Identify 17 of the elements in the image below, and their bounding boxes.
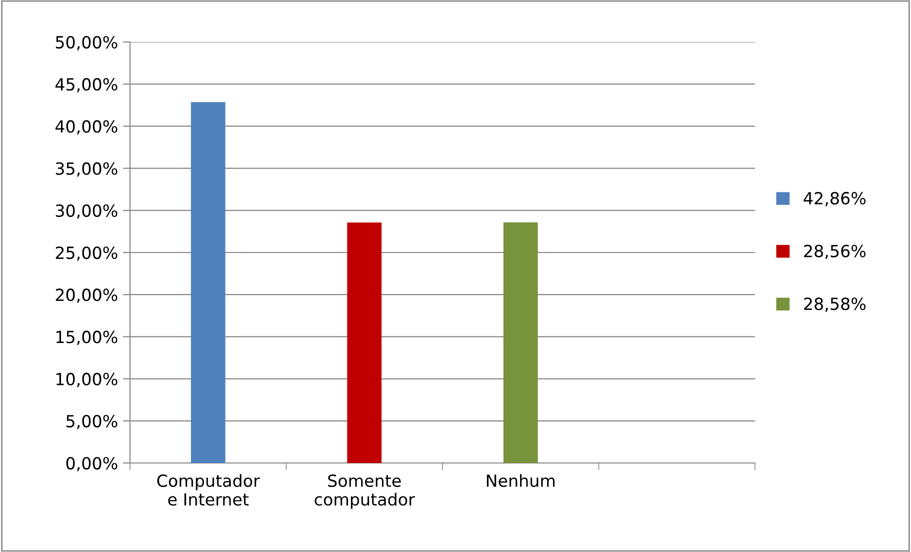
y-tick-label: 20,00% <box>56 288 118 303</box>
y-tick-label: 0,00% <box>66 456 118 472</box>
y-tick-label: 5,00% <box>66 414 118 430</box>
y-tick-label: 25,00% <box>56 246 118 261</box>
y-tick-label: 45,00% <box>55 78 118 92</box>
legend-label: 28,56% <box>804 244 866 260</box>
y-tick-label: 40,00% <box>55 120 118 134</box>
legend-label: 42,86% <box>804 192 866 206</box>
y-tick-label: 10,00% <box>56 372 118 388</box>
y-tick-label: 35,00% <box>56 162 118 177</box>
y-tick-label: 15,00% <box>56 330 118 345</box>
y-tick-label: 50,00% <box>56 36 118 50</box>
y-tick-label: 30,00% <box>56 204 118 219</box>
x-tick-label: Computador e Internet <box>157 474 260 506</box>
x-tick-label: Nenhum <box>486 474 555 488</box>
legend-label: 28,58% <box>804 298 866 312</box>
x-tick-label: Somente computador <box>314 474 415 509</box>
